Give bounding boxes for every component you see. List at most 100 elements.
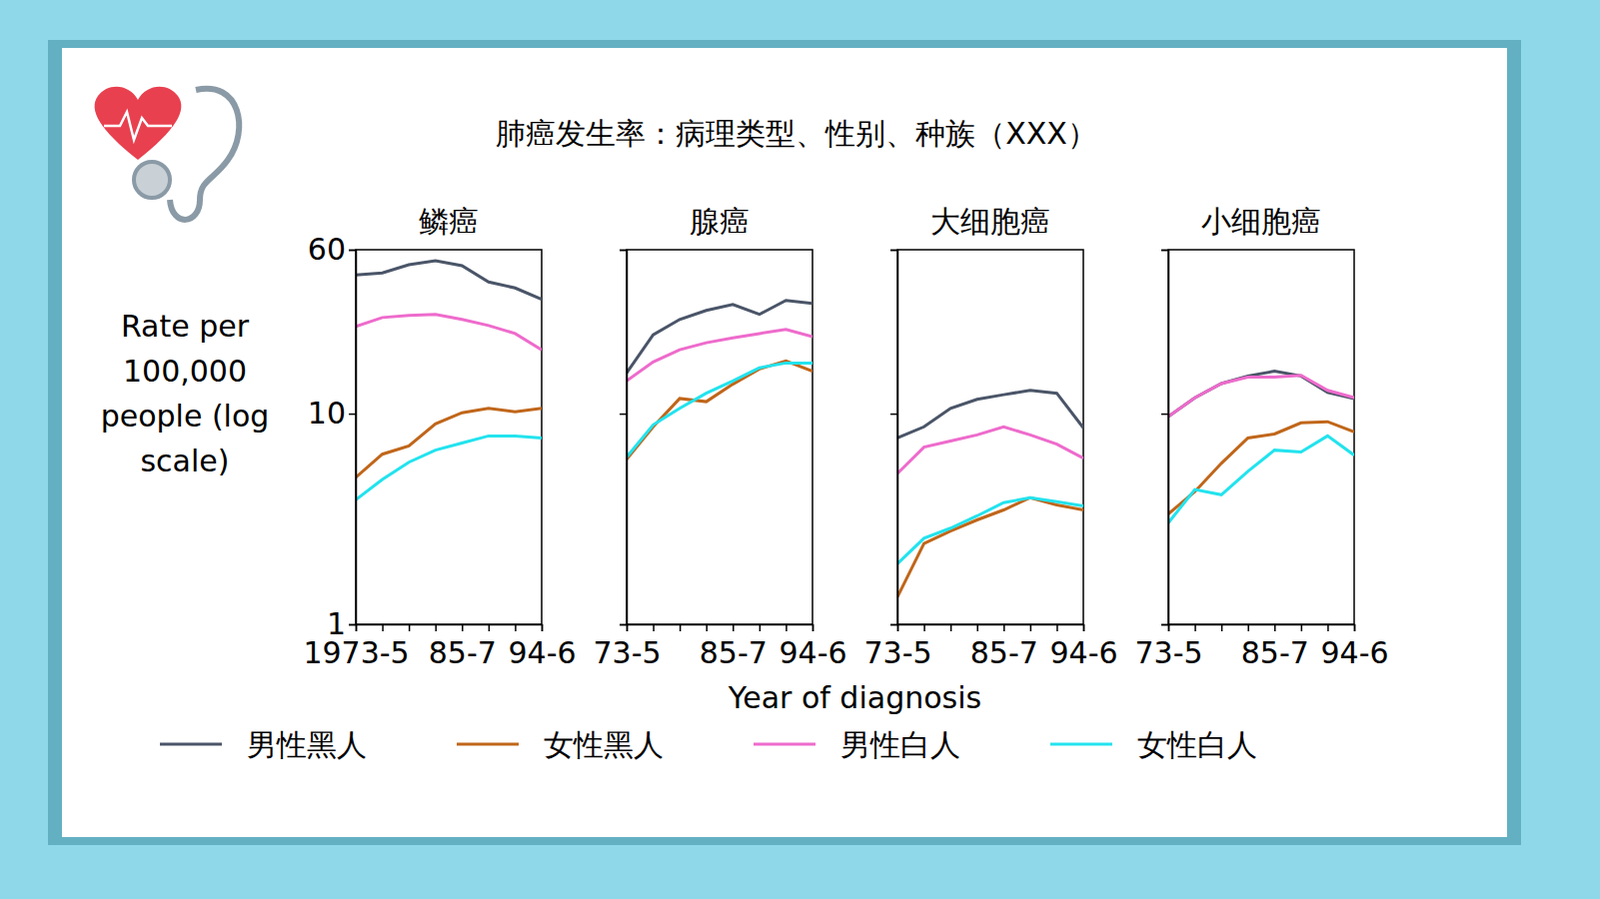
- x-tick-label: 1973-5: [302, 635, 409, 671]
- x-axis: 73-585-794-6: [592, 624, 847, 671]
- panel-title: 大细胞癌: [930, 203, 1051, 239]
- y-tick-mark: [1161, 413, 1169, 416]
- y-tick-mark: [619, 624, 627, 627]
- series-line: [1168, 375, 1355, 417]
- x-tick-mark: [488, 624, 491, 632]
- x-tick: [1056, 624, 1058, 632]
- panel-title: 小细胞癌: [1201, 203, 1322, 239]
- y-axis: [619, 250, 628, 626]
- x-tick: [488, 624, 490, 632]
- legend-item: 女性黑人: [456, 727, 664, 763]
- x-tick: [759, 624, 761, 632]
- x-tick-mark: [652, 624, 655, 632]
- y-axis-line: [1161, 250, 1170, 626]
- x-tick: 94-6: [507, 624, 576, 671]
- y-tick-label: 60: [307, 231, 346, 267]
- x-tick: [1195, 624, 1197, 632]
- series-line: [355, 408, 542, 478]
- legend-swatch: [1050, 743, 1113, 747]
- card: [61, 47, 1508, 838]
- x-tick-label: 73-5: [1134, 635, 1203, 671]
- y-tick: [619, 624, 627, 626]
- y-tick: [1161, 413, 1169, 415]
- x-tick: [1248, 624, 1250, 632]
- x-tick-mark: [381, 624, 384, 632]
- y-tick: [890, 413, 898, 415]
- x-axis-line: [356, 625, 543, 633]
- x-tick-label: 94-6: [778, 635, 847, 671]
- x-tick: 73-5: [863, 624, 932, 671]
- x-axis: 73-5 85-7 94-6: [1134, 624, 1389, 671]
- x-tick: 85-7: [970, 624, 1039, 671]
- x-tick-label: 94-6: [1320, 635, 1389, 671]
- icon-chestpiece: [133, 161, 170, 198]
- x-tick-mark: [705, 624, 708, 632]
- y-axis-line: [348, 250, 357, 626]
- card-border: [47, 39, 1522, 846]
- icon-pulse: [103, 111, 172, 140]
- series-line: [355, 260, 542, 300]
- x-tick-mark: [1247, 624, 1250, 632]
- x-tick-mark: [408, 624, 411, 632]
- x-tick: [706, 624, 708, 632]
- y-tick-label: 10: [307, 395, 346, 431]
- icon-tube: [169, 88, 239, 220]
- y-axis: 11060: [307, 231, 357, 642]
- y-tick-mark: [348, 413, 356, 416]
- panel: 110601973-585-794-6鳞癌: [302, 203, 576, 671]
- y-tick: 10: [307, 395, 356, 431]
- x-tick-mark: [1003, 624, 1006, 632]
- legend: 男性黑人女性黑人男性白人女性白人: [159, 727, 1258, 763]
- series-line: [626, 362, 813, 457]
- legend-swatch: [456, 743, 519, 747]
- x-tick: [408, 624, 410, 632]
- x-tick-mark: [950, 624, 953, 632]
- icon: [94, 86, 240, 220]
- panel-title: 鳞癌: [418, 203, 479, 239]
- y-axis-title: Rate per100,000people (logscale): [100, 308, 270, 479]
- x-tick-mark: [923, 624, 926, 632]
- x-tick-mark: [1354, 624, 1357, 632]
- panel-title: 腺癌: [689, 203, 750, 239]
- x-tick-mark: [1301, 624, 1304, 632]
- x-tick-mark: [1168, 624, 1171, 632]
- x-axis: 1973-5 85-7 94-6: [302, 624, 576, 671]
- y-tick-mark: [348, 624, 356, 627]
- y-tick-mark: [890, 249, 898, 252]
- x-tick-mark: [1030, 624, 1033, 632]
- x-tick-mark: [1083, 624, 1086, 632]
- x-tick: 1973-5: [302, 624, 409, 671]
- series-line: [626, 329, 813, 382]
- y-axis-line: [890, 250, 899, 626]
- x-tick-mark: [434, 624, 437, 632]
- lines: [897, 390, 1084, 598]
- x-axis-line: [1169, 625, 1356, 633]
- x-tick-label: 73-5: [863, 635, 932, 671]
- x-tick-mark: [1194, 624, 1197, 632]
- series-line: [626, 360, 813, 459]
- x-tick-mark: [1221, 624, 1224, 632]
- x-axis: 73-5 85-794-6: [863, 624, 1118, 671]
- x-tick-mark: [679, 624, 682, 632]
- x-tick-mark: [897, 624, 900, 632]
- plot-frame: [897, 249, 1084, 625]
- panel: 73-5 85-794-6 大细胞癌: [863, 203, 1118, 671]
- x-axis-line: [898, 625, 1085, 633]
- x-tick-mark: [976, 624, 979, 632]
- series-line: [897, 497, 1084, 564]
- legend-item: 男性白人: [753, 727, 961, 763]
- y-tick-mark: [890, 413, 898, 416]
- legend-label: 男性黑人: [246, 727, 367, 763]
- y-tick-mark: [619, 249, 627, 252]
- lines: [355, 260, 542, 500]
- x-tick: 85-7: [428, 624, 497, 671]
- x-tick: 94-6: [1049, 624, 1118, 671]
- x-tick-mark: [541, 624, 544, 632]
- x-tick-label: 94-6: [507, 635, 576, 671]
- y-tick: [1161, 249, 1169, 251]
- x-tick-mark: [1056, 624, 1059, 632]
- y-tick-mark: [619, 413, 627, 416]
- x-tick-label: 85-7: [699, 635, 768, 671]
- background: [0, 0, 1600, 899]
- x-tick-label: 85-7: [1241, 635, 1310, 671]
